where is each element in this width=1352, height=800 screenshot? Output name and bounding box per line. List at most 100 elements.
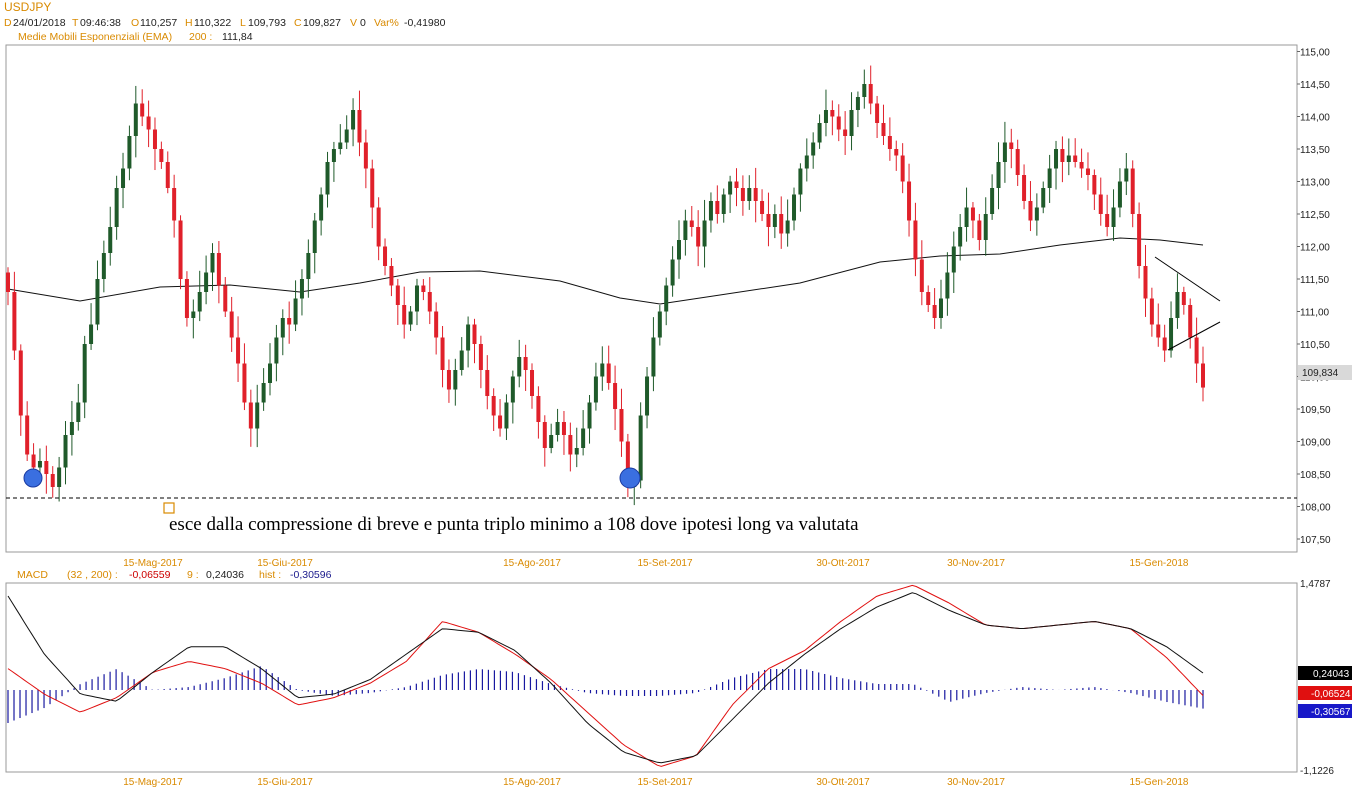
candle[interactable] xyxy=(223,277,228,317)
candle[interactable] xyxy=(887,117,892,161)
candle[interactable] xyxy=(236,316,241,382)
candle[interactable] xyxy=(25,401,30,461)
candle[interactable] xyxy=(772,204,777,239)
candle[interactable] xyxy=(344,115,349,150)
candle[interactable] xyxy=(280,309,285,356)
candle[interactable] xyxy=(159,141,164,169)
candle[interactable] xyxy=(1181,286,1186,315)
candle[interactable] xyxy=(849,92,854,151)
candle[interactable] xyxy=(907,163,912,237)
candle[interactable] xyxy=(184,271,189,327)
candle[interactable] xyxy=(1111,189,1116,241)
candle[interactable] xyxy=(89,303,94,350)
candle[interactable] xyxy=(561,410,566,455)
candle[interactable] xyxy=(523,344,528,392)
candle[interactable] xyxy=(676,220,681,279)
candle[interactable] xyxy=(108,206,113,266)
candle[interactable] xyxy=(152,117,157,171)
candle[interactable] xyxy=(82,335,87,419)
candle[interactable] xyxy=(613,365,618,431)
candle[interactable] xyxy=(172,174,177,238)
candle[interactable] xyxy=(76,383,81,431)
candle[interactable] xyxy=(1009,128,1014,169)
candle[interactable] xyxy=(1124,153,1129,196)
candle[interactable] xyxy=(50,466,55,498)
candle[interactable] xyxy=(919,240,924,306)
candle[interactable] xyxy=(491,388,496,431)
candle[interactable] xyxy=(146,100,151,148)
candle[interactable] xyxy=(542,415,547,467)
candle[interactable] xyxy=(779,196,784,249)
candle[interactable] xyxy=(951,231,956,294)
candle[interactable] xyxy=(651,317,656,392)
candle[interactable] xyxy=(747,175,752,210)
candle[interactable] xyxy=(101,240,106,293)
candle[interactable] xyxy=(766,192,771,247)
candle[interactable] xyxy=(312,212,317,274)
candle[interactable] xyxy=(389,258,394,297)
candle[interactable] xyxy=(740,175,745,216)
candle[interactable] xyxy=(204,255,209,305)
candle[interactable] xyxy=(1143,244,1148,317)
candle[interactable] xyxy=(702,199,707,268)
candle[interactable] xyxy=(1149,287,1154,337)
candle[interactable] xyxy=(593,362,598,411)
candle[interactable] xyxy=(165,151,170,194)
candle[interactable] xyxy=(114,175,119,240)
candle[interactable] xyxy=(638,402,643,489)
candle[interactable] xyxy=(498,399,503,437)
candle[interactable] xyxy=(1047,154,1052,203)
candle[interactable] xyxy=(248,389,253,447)
candle[interactable] xyxy=(536,386,541,439)
candle[interactable] xyxy=(728,175,733,213)
candle[interactable] xyxy=(977,213,982,251)
candle[interactable] xyxy=(938,279,943,329)
candle[interactable] xyxy=(466,316,471,368)
candle[interactable] xyxy=(331,141,336,182)
candle[interactable] xyxy=(274,324,279,382)
candle[interactable] xyxy=(357,90,362,157)
candle[interactable] xyxy=(587,395,592,444)
candle[interactable] xyxy=(485,355,490,410)
candle[interactable] xyxy=(478,335,483,389)
candle[interactable] xyxy=(44,445,49,494)
candle[interactable] xyxy=(229,296,234,352)
candle[interactable] xyxy=(683,209,688,256)
candle[interactable] xyxy=(964,187,969,242)
candle[interactable] xyxy=(268,343,273,396)
candle[interactable] xyxy=(383,238,388,276)
candle[interactable] xyxy=(581,410,586,456)
candle[interactable] xyxy=(299,269,304,316)
candle[interactable] xyxy=(734,168,739,207)
candle[interactable] xyxy=(1022,164,1027,210)
candle[interactable] xyxy=(1041,181,1046,214)
candle[interactable] xyxy=(446,359,451,403)
candle[interactable] xyxy=(95,260,100,331)
candle[interactable] xyxy=(1105,194,1110,237)
candle[interactable] xyxy=(619,388,624,457)
candle[interactable] xyxy=(453,358,458,406)
candle[interactable] xyxy=(69,401,74,456)
candle[interactable] xyxy=(881,104,886,146)
candle[interactable] xyxy=(549,423,554,454)
candle[interactable] xyxy=(216,241,221,304)
candle[interactable] xyxy=(1002,121,1007,183)
candle[interactable] xyxy=(434,302,439,355)
candle[interactable] xyxy=(1085,152,1090,191)
candle[interactable] xyxy=(261,368,266,411)
candle[interactable] xyxy=(178,215,183,290)
candle[interactable] xyxy=(408,306,413,331)
candle[interactable] xyxy=(836,104,841,142)
candle[interactable] xyxy=(191,299,196,339)
candle[interactable] xyxy=(664,277,669,326)
candle[interactable] xyxy=(606,345,611,390)
candle[interactable] xyxy=(932,288,937,329)
candle[interactable] xyxy=(1060,136,1065,183)
candle[interactable] xyxy=(708,192,713,233)
candle[interactable] xyxy=(63,421,68,485)
candle[interactable] xyxy=(293,280,298,332)
candle[interactable] xyxy=(696,210,701,267)
candle[interactable] xyxy=(255,384,260,448)
candle[interactable] xyxy=(1079,148,1084,178)
candle[interactable] xyxy=(913,202,918,277)
